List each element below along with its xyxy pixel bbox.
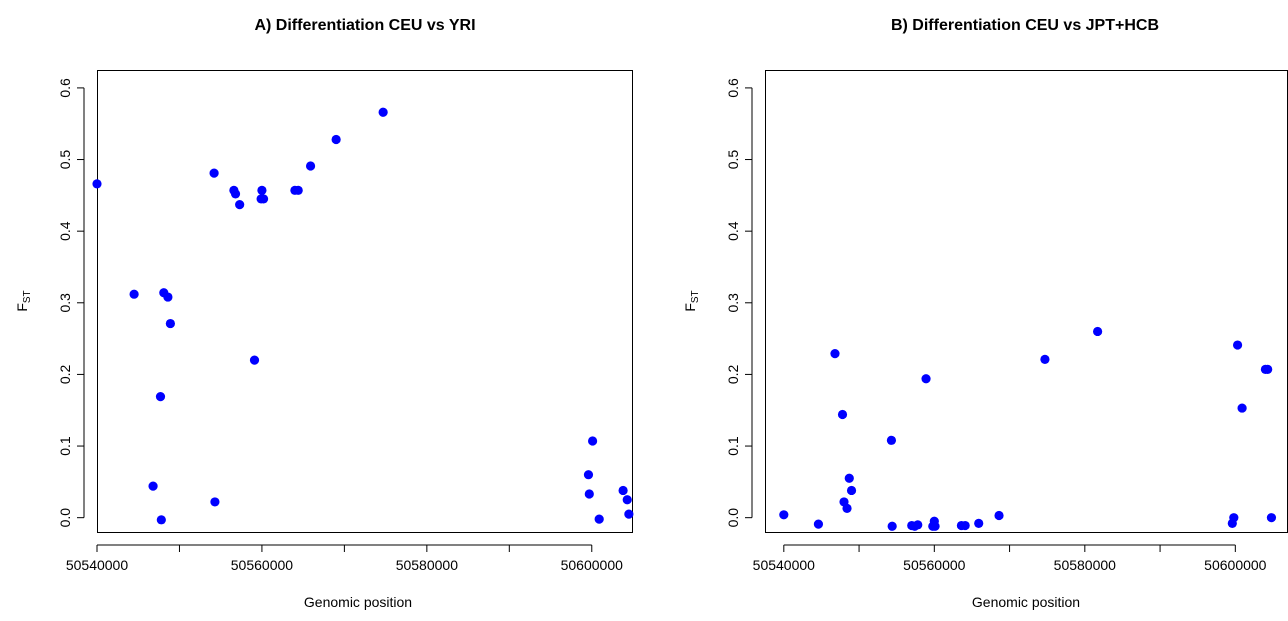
- data-point: [249, 355, 260, 365]
- panel-a-x-axis-label: Genomic position: [304, 594, 412, 610]
- data-point: [1232, 340, 1243, 350]
- panel-b: B) Differentiation CEU vs JPT+HCB 505400…: [682, 17, 1288, 610]
- data-point: [886, 435, 897, 445]
- y-tick-label: 0.1: [57, 436, 73, 456]
- data-point: [830, 349, 840, 359]
- x-tick-label: 50600000: [1204, 557, 1267, 573]
- panel-b-x-axis: 50540000 50560000 50580000 50600000: [753, 544, 1267, 573]
- y-tick-label: 0.0: [725, 508, 741, 528]
- y-tick-label: 0.3: [57, 293, 73, 313]
- data-point: [155, 392, 166, 402]
- data-point: [257, 185, 267, 195]
- data-point: [1266, 513, 1277, 523]
- data-point: [930, 521, 940, 531]
- data-point: [378, 107, 388, 117]
- data-point: [1263, 364, 1273, 375]
- panel-a-title: A) Differentiation CEU vs YRI: [254, 17, 475, 34]
- y-tick-label: 0.2: [57, 364, 73, 384]
- data-point: [584, 489, 594, 499]
- panel-b-x-axis-label: Genomic position: [972, 594, 1080, 610]
- panel-a-y-axis-label-main: F: [14, 303, 30, 312]
- y-tick-label: 0.3: [725, 293, 741, 313]
- data-point: [129, 289, 139, 299]
- data-point: [587, 436, 598, 446]
- panel-a-points: [92, 107, 634, 525]
- y-tick-label: 0.4: [725, 221, 741, 241]
- data-point: [1229, 513, 1239, 523]
- data-point: [624, 509, 634, 519]
- data-point: [230, 189, 241, 199]
- data-point: [813, 519, 824, 529]
- y-tick-label: 0.6: [57, 78, 73, 98]
- data-point: [842, 503, 852, 513]
- data-point: [779, 510, 789, 520]
- panel-a-y-axis-label-sub: ST: [22, 290, 33, 303]
- data-point: [887, 521, 897, 531]
- data-point: [331, 134, 341, 145]
- panel-a-y-axis-label: FST: [14, 290, 33, 311]
- data-point: [594, 514, 604, 524]
- data-point: [618, 485, 628, 496]
- data-point: [846, 485, 857, 496]
- data-point: [844, 473, 854, 483]
- data-point: [622, 495, 632, 505]
- data-point: [210, 497, 220, 507]
- data-point: [148, 481, 158, 491]
- data-point: [156, 515, 166, 525]
- y-tick-label: 0.2: [725, 364, 741, 384]
- data-point: [258, 194, 269, 204]
- y-tick-label: 0.6: [725, 78, 741, 98]
- x-tick-label: 50600000: [561, 557, 624, 573]
- x-tick-label: 50580000: [1054, 557, 1117, 573]
- x-tick-label: 50560000: [231, 557, 294, 573]
- x-tick-label: 50560000: [903, 557, 966, 573]
- data-point: [1237, 403, 1247, 413]
- data-point: [994, 510, 1004, 521]
- panel-b-y-axis-label-sub: ST: [690, 290, 701, 303]
- panel-b-y-axis-label-main: F: [682, 303, 698, 312]
- panel-a-y-axis: 0.0 0.1 0.2 0.3 0.4 0.5 0.6: [57, 78, 85, 528]
- x-tick-label: 50580000: [396, 557, 459, 573]
- panel-a-x-axis: 50540000 50560000 50580000 50600000: [66, 544, 624, 573]
- panel-b-y-axis: 0.0 0.1 0.2 0.3 0.4 0.5 0.6: [725, 78, 753, 528]
- x-tick-label: 50540000: [753, 557, 816, 573]
- data-point: [960, 520, 970, 531]
- data-point: [974, 518, 984, 529]
- panel-a: A) Differentiation CEU vs YRI 50540000 50…: [14, 17, 634, 610]
- x-tick-label: 50540000: [66, 557, 129, 573]
- data-point: [305, 161, 316, 171]
- y-tick-label: 0.5: [725, 150, 741, 170]
- panel-b-points: [779, 326, 1277, 531]
- data-point: [837, 409, 848, 420]
- y-tick-label: 0.4: [57, 221, 73, 241]
- data-point: [165, 318, 175, 329]
- y-tick-label: 0.0: [57, 508, 73, 528]
- y-tick-label: 0.5: [57, 150, 73, 170]
- data-point: [293, 185, 303, 195]
- data-point: [1093, 326, 1103, 337]
- data-point: [913, 520, 923, 530]
- panel-b-title: B) Differentiation CEU vs JPT+HCB: [891, 17, 1159, 34]
- panel-a-plot-frame: [97, 70, 633, 533]
- data-point: [1040, 354, 1050, 364]
- panel-b-y-axis-label: FST: [682, 290, 701, 311]
- panel-b-plot-frame: [765, 70, 1288, 533]
- data-point: [583, 470, 594, 480]
- data-point: [209, 168, 219, 178]
- data-point: [163, 292, 173, 302]
- y-tick-label: 0.1: [725, 436, 741, 456]
- data-point: [92, 179, 102, 189]
- data-point: [921, 374, 931, 384]
- data-point: [235, 200, 245, 210]
